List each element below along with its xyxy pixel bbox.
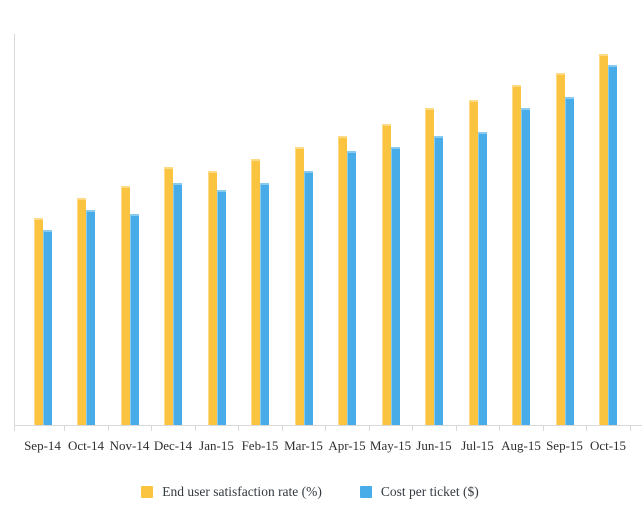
x-axis-label: Sep-15: [546, 438, 583, 453]
bar-satisfaction[interactable]: [381, 123, 391, 425]
bar-cost[interactable]: [42, 229, 52, 425]
bar-cost[interactable]: [477, 131, 487, 425]
x-axis-tick: [281, 426, 283, 431]
bar-cost[interactable]: [129, 213, 139, 425]
cost-series-swatch: [359, 486, 372, 498]
x-axis-tick: [151, 426, 153, 431]
bar-satisfaction[interactable]: [120, 186, 130, 425]
bar-cost[interactable]: [434, 135, 443, 425]
x-axis-label: Oct-14: [67, 438, 105, 453]
bar-satisfaction[interactable]: [468, 100, 478, 425]
x-axis-label: Jul-15: [461, 438, 494, 453]
x-axis-tick: [368, 426, 370, 431]
bar-cost[interactable]: [260, 182, 269, 425]
x-axis-label: Oct-15: [589, 438, 627, 453]
x-axis-tick: [238, 426, 240, 431]
x-axis-label: Mar-15: [284, 438, 323, 453]
x-axis-label: Jun-15: [416, 438, 452, 453]
x-axis-tick: [629, 426, 631, 431]
legend-label-satisfaction: End user satisfaction rate (%): [162, 484, 322, 499]
x-axis-label: Aug-15: [501, 438, 541, 453]
bar-satisfaction[interactable]: [294, 147, 304, 425]
x-axis-tick: [64, 426, 66, 431]
x-axis-tick: [586, 426, 588, 431]
x-axis-tick: [412, 426, 414, 431]
legend: End user satisfaction rate (%) Cost per …: [0, 484, 642, 500]
x-axis-tick: [194, 426, 196, 431]
x-axis-tick: [499, 426, 501, 431]
bar-cost[interactable]: [86, 209, 95, 425]
bar-cost[interactable]: [521, 108, 530, 425]
bar-satisfaction[interactable]: [425, 108, 434, 425]
bar-cost[interactable]: [347, 151, 356, 425]
x-axis-tick: [325, 426, 327, 431]
bar-cost[interactable]: [608, 65, 617, 425]
x-axis-label: Jan-15: [199, 438, 234, 453]
bar-satisfaction[interactable]: [338, 135, 347, 425]
legend-label-cost: Cost per ticket ($): [380, 484, 479, 499]
x-axis-label: Nov-14: [109, 438, 150, 453]
x-axis-label: May-15: [369, 438, 412, 453]
x-axis-label: Apr-15: [328, 438, 366, 453]
x-axis-label: Feb-15: [241, 438, 279, 453]
bar-satisfaction[interactable]: [512, 84, 521, 425]
bar-satisfaction[interactable]: [555, 73, 565, 425]
bar-satisfaction[interactable]: [77, 198, 86, 425]
satisfaction-series-swatch: [141, 486, 154, 498]
bar-satisfaction[interactable]: [599, 53, 608, 425]
bar-satisfaction[interactable]: [33, 217, 43, 425]
bar-cost[interactable]: [564, 96, 574, 425]
bar-satisfaction[interactable]: [207, 170, 217, 425]
bar-satisfaction[interactable]: [251, 159, 260, 425]
bar-satisfaction[interactable]: [164, 166, 173, 425]
x-axis-tick: [455, 426, 457, 431]
x-axis-tick: [542, 426, 544, 431]
bar-cost[interactable]: [303, 170, 313, 425]
legend-item-cost[interactable]: Cost per ticket ($): [359, 484, 479, 500]
legend-item-satisfaction[interactable]: End user satisfaction rate (%): [141, 484, 322, 500]
bar-cost[interactable]: [390, 147, 400, 425]
y-axis-line: [14, 34, 15, 431]
x-axis-label: Sep-14: [24, 438, 61, 453]
bar-cost[interactable]: [216, 190, 226, 425]
x-axis-label: Dec-14: [153, 438, 193, 453]
x-axis-line: [14, 425, 642, 426]
bar-cost[interactable]: [173, 182, 182, 425]
x-axis-tick: [107, 426, 109, 431]
